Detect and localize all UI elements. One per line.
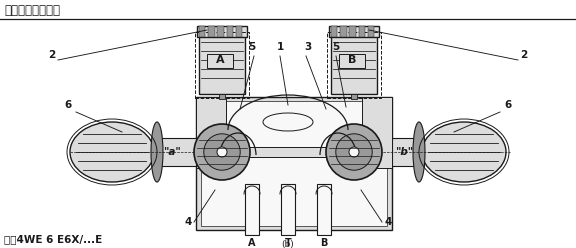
Bar — [217, 26, 224, 37]
Bar — [281, 184, 295, 235]
Text: "b": "b" — [395, 147, 413, 157]
Bar — [331, 36, 377, 94]
Bar — [368, 26, 374, 37]
Text: A: A — [215, 55, 224, 65]
Text: (b): (b) — [282, 241, 294, 248]
Ellipse shape — [204, 134, 240, 170]
Text: 5: 5 — [248, 42, 256, 52]
Bar — [392, 138, 424, 166]
Bar — [152, 138, 196, 166]
Bar — [226, 26, 233, 37]
Bar — [248, 147, 328, 157]
Bar — [196, 97, 226, 168]
Ellipse shape — [194, 124, 250, 180]
Text: 3: 3 — [304, 42, 312, 52]
Bar — [340, 26, 347, 37]
Text: 1: 1 — [276, 42, 283, 52]
Ellipse shape — [326, 124, 382, 180]
Ellipse shape — [422, 122, 506, 182]
Text: A: A — [248, 238, 256, 248]
Bar — [195, 32, 249, 98]
Text: T: T — [285, 238, 291, 248]
Ellipse shape — [413, 122, 425, 182]
Ellipse shape — [217, 147, 227, 157]
Text: 2: 2 — [520, 50, 528, 60]
Bar — [339, 54, 365, 68]
Bar — [350, 26, 356, 37]
Ellipse shape — [336, 134, 372, 170]
Ellipse shape — [349, 147, 359, 157]
Bar — [362, 97, 392, 168]
Text: 6: 6 — [505, 100, 511, 110]
Bar — [359, 26, 365, 37]
Ellipse shape — [263, 113, 313, 131]
Bar — [329, 26, 379, 37]
Bar — [317, 184, 331, 235]
Bar — [197, 26, 247, 37]
Bar — [327, 32, 381, 98]
Bar — [207, 54, 233, 68]
Bar — [236, 26, 242, 37]
Bar — [199, 36, 245, 94]
Text: 功能说明，剖视图: 功能说明，剖视图 — [4, 4, 60, 18]
Bar — [208, 26, 215, 37]
Text: 5: 5 — [332, 42, 340, 52]
Bar — [331, 26, 338, 37]
Bar — [351, 94, 357, 99]
Bar — [201, 101, 387, 226]
Text: B: B — [348, 55, 356, 65]
Text: "a": "a" — [163, 147, 181, 157]
Text: 型号4WE 6 E6X/...E: 型号4WE 6 E6X/...E — [4, 234, 103, 244]
Text: 2: 2 — [48, 50, 56, 60]
Ellipse shape — [70, 122, 154, 182]
Text: 4: 4 — [384, 217, 392, 227]
Text: B: B — [320, 238, 328, 248]
Text: 4: 4 — [184, 217, 192, 227]
Bar — [199, 26, 206, 37]
Bar — [245, 184, 259, 235]
Text: 6: 6 — [65, 100, 71, 110]
Bar — [219, 94, 225, 99]
Bar — [196, 97, 392, 230]
Ellipse shape — [151, 122, 163, 182]
